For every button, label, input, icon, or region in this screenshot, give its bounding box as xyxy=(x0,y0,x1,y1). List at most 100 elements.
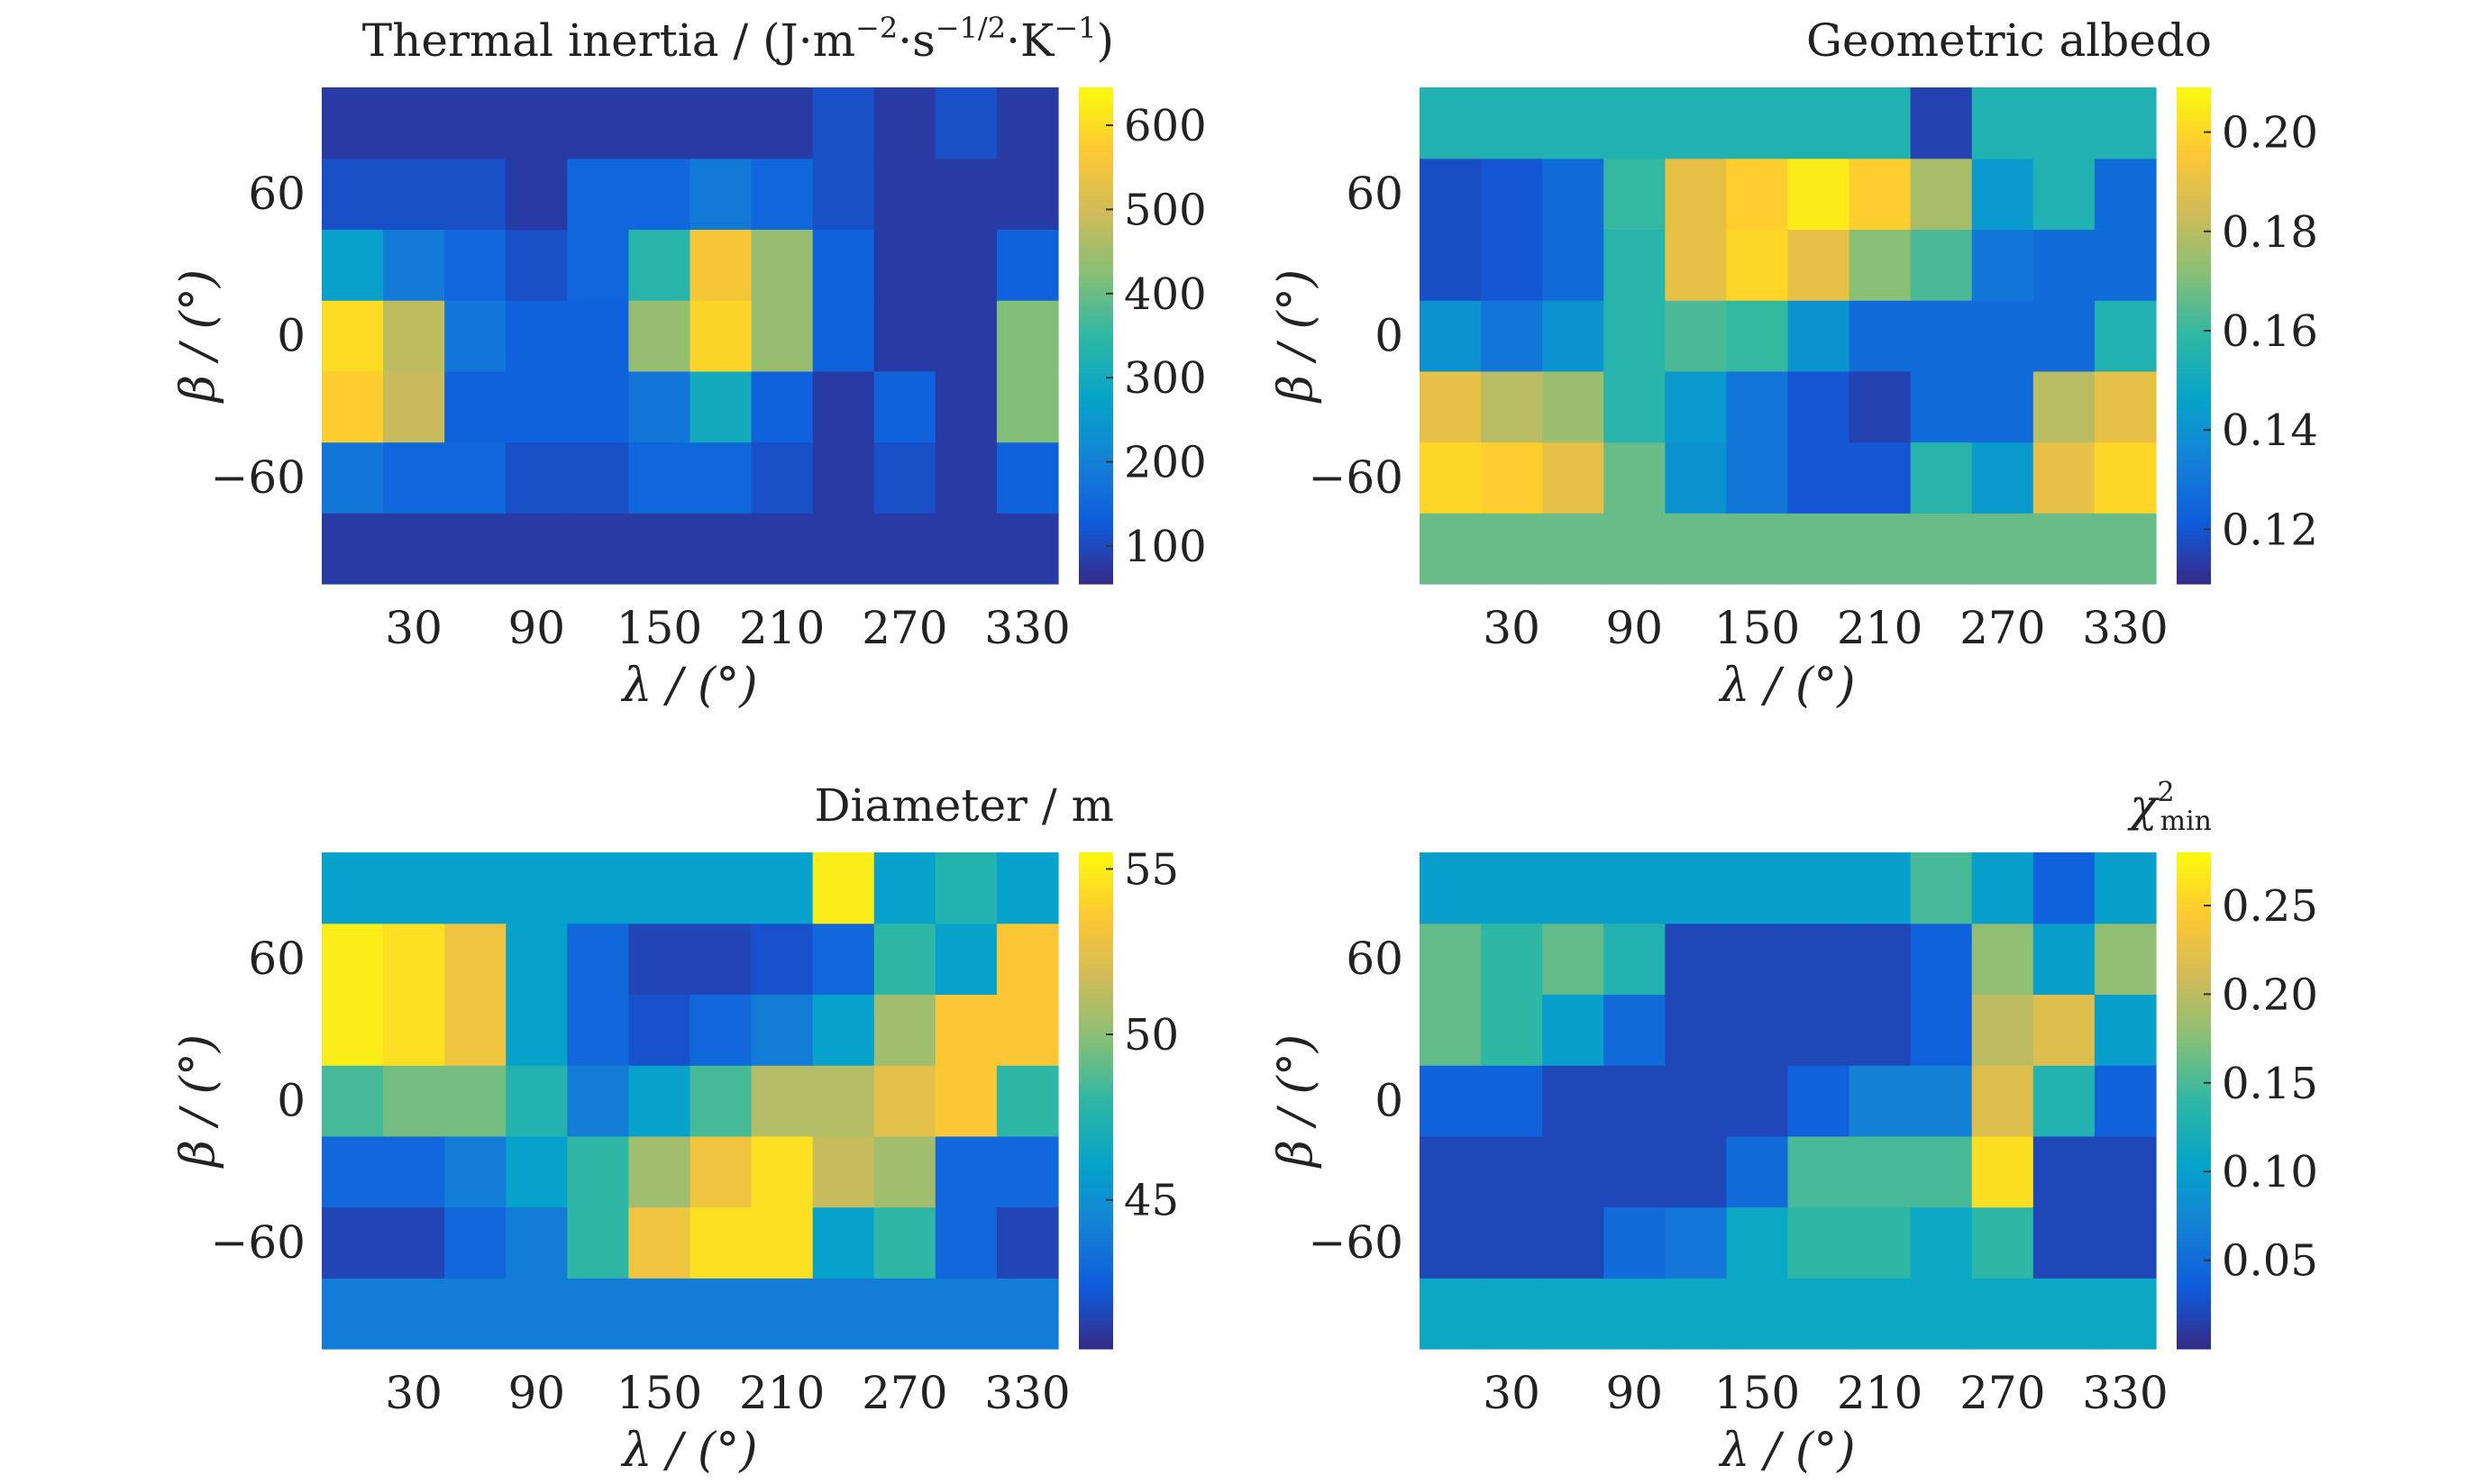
title-sup: 2 xyxy=(2158,777,2175,808)
colorbar-segment xyxy=(1079,546,1113,551)
colorbar-tick-label: 200 xyxy=(1124,438,1207,488)
colorbar-segment xyxy=(2177,542,2211,548)
colorbar-segment xyxy=(1079,244,1113,250)
colorbar-segment xyxy=(2177,335,2211,341)
heatmap-cell xyxy=(1910,994,1973,1066)
colorbar-segment xyxy=(1079,319,1113,324)
colorbar-segment xyxy=(1079,331,1113,337)
colorbar-segment xyxy=(1079,951,1113,957)
colorbar-segment xyxy=(2177,149,2211,155)
heatmap-cell xyxy=(812,370,875,443)
colorbar-segment xyxy=(2177,169,2211,176)
heatmap-cell xyxy=(567,852,630,924)
colorbar-segment xyxy=(2177,976,2211,981)
heatmap-cell xyxy=(1665,1206,1728,1279)
colorbar-segment xyxy=(1079,294,1113,299)
colorbar-segment xyxy=(2177,496,2211,502)
heatmap-cell xyxy=(689,852,753,924)
heatmap-cell xyxy=(1603,1278,1666,1350)
colorbar-segment xyxy=(2177,1100,2211,1106)
colorbar-segment xyxy=(1079,476,1113,481)
heatmap-cell xyxy=(2094,994,2157,1066)
colorbar-segment xyxy=(1079,963,1113,970)
colorbar-segment xyxy=(2177,1298,2211,1305)
y-tick-label: 0 xyxy=(277,1075,306,1127)
colorbar-segment xyxy=(2177,240,2211,246)
heatmap-cell xyxy=(1420,229,1482,301)
heatmap-cell xyxy=(1971,1278,2034,1350)
heatmap-cell xyxy=(322,87,384,159)
colorbar-tick-label: 0.10 xyxy=(2222,1147,2318,1197)
colorbar-segment xyxy=(1079,509,1113,514)
heatmap-cell xyxy=(567,1278,630,1350)
colorbar-segment xyxy=(2177,1332,2211,1337)
colorbar-segment xyxy=(2177,1001,2211,1006)
colorbar-segment xyxy=(2177,249,2211,254)
heatmap-cell xyxy=(1787,158,1850,231)
colorbar-segment xyxy=(1079,551,1113,556)
colorbar-segment xyxy=(2177,1233,2211,1238)
heatmap-cell xyxy=(1726,923,1789,996)
colorbar-segment xyxy=(1079,389,1113,395)
colorbar-segment xyxy=(1079,1105,1113,1110)
colorbar-segment xyxy=(1079,207,1113,213)
colorbar-segment xyxy=(2177,182,2211,187)
heatmap-cell xyxy=(1971,370,2034,443)
y-tick-label: 60 xyxy=(248,933,306,985)
colorbar-segment xyxy=(1079,955,1113,961)
y-tick-label: 60 xyxy=(1346,933,1403,985)
colorbar-segment xyxy=(2177,525,2211,531)
colorbar-segment xyxy=(1079,947,1113,952)
heatmap-cell xyxy=(1910,1278,1973,1350)
heatmap-cell xyxy=(996,852,1059,924)
colorbar-segment xyxy=(2177,153,2211,159)
x-tick-label: 330 xyxy=(2082,602,2168,654)
colorbar-segment xyxy=(2177,1196,2211,1201)
heatmap-cell xyxy=(1420,852,1482,924)
colorbar-segment xyxy=(1079,1233,1113,1238)
x-tick-label: 330 xyxy=(984,602,1070,654)
colorbar-tick-label: 45 xyxy=(1124,1176,1179,1226)
x-tick-label: 30 xyxy=(385,602,443,654)
colorbar-segment xyxy=(2177,1162,2211,1168)
colorbar-segment xyxy=(1079,1108,1113,1114)
heatmap-cell xyxy=(996,994,1059,1066)
colorbar-segment xyxy=(1079,169,1113,176)
colorbar-segment xyxy=(2177,265,2211,270)
heatmap-cell xyxy=(689,158,753,231)
x-tick-label: 270 xyxy=(862,602,947,654)
colorbar-segment xyxy=(2177,107,2211,114)
x-axis-label: λ / (°) xyxy=(1718,659,1855,713)
heatmap-cell xyxy=(1971,1135,2034,1208)
heatmap-cell xyxy=(444,513,507,585)
heatmap-cell xyxy=(1665,229,1728,301)
colorbar-segment xyxy=(2177,1030,2211,1035)
heatmap-cell xyxy=(506,513,568,585)
heatmap-cell xyxy=(935,513,998,585)
heatmap-cell xyxy=(1481,513,1543,585)
heatmap-cell xyxy=(2032,994,2096,1066)
heatmap-cell xyxy=(1971,923,2034,996)
heatmap-cell xyxy=(1971,158,2034,231)
colorbar-segment xyxy=(2177,410,2211,415)
heatmap-cell xyxy=(689,370,753,443)
heatmap-cell xyxy=(383,300,445,372)
colorbar-segment xyxy=(2177,431,2211,436)
heatmap-cell xyxy=(873,994,936,1066)
colorbar-segment xyxy=(2177,972,2211,978)
x-tick-label: 210 xyxy=(739,1367,825,1419)
colorbar-segment xyxy=(1079,1179,1113,1184)
colorbar-segment xyxy=(1079,934,1113,941)
heatmap-cell xyxy=(1481,87,1543,159)
x-tick-labels: 30 90 150 210 270 330 xyxy=(385,1367,1070,1419)
heatmap-cell xyxy=(2094,1278,2157,1350)
colorbar-segment xyxy=(1079,1166,1113,1172)
heatmap-cell xyxy=(1420,923,1482,996)
heatmap-cell xyxy=(996,229,1059,301)
colorbar-segment xyxy=(2177,1278,2211,1284)
colorbar-segment xyxy=(2177,1270,2211,1275)
colorbar-segment xyxy=(2177,1071,2211,1077)
colorbar-segment xyxy=(1079,1216,1113,1222)
colorbar-segment xyxy=(2177,1307,2211,1313)
colorbar-segment xyxy=(2177,575,2211,581)
